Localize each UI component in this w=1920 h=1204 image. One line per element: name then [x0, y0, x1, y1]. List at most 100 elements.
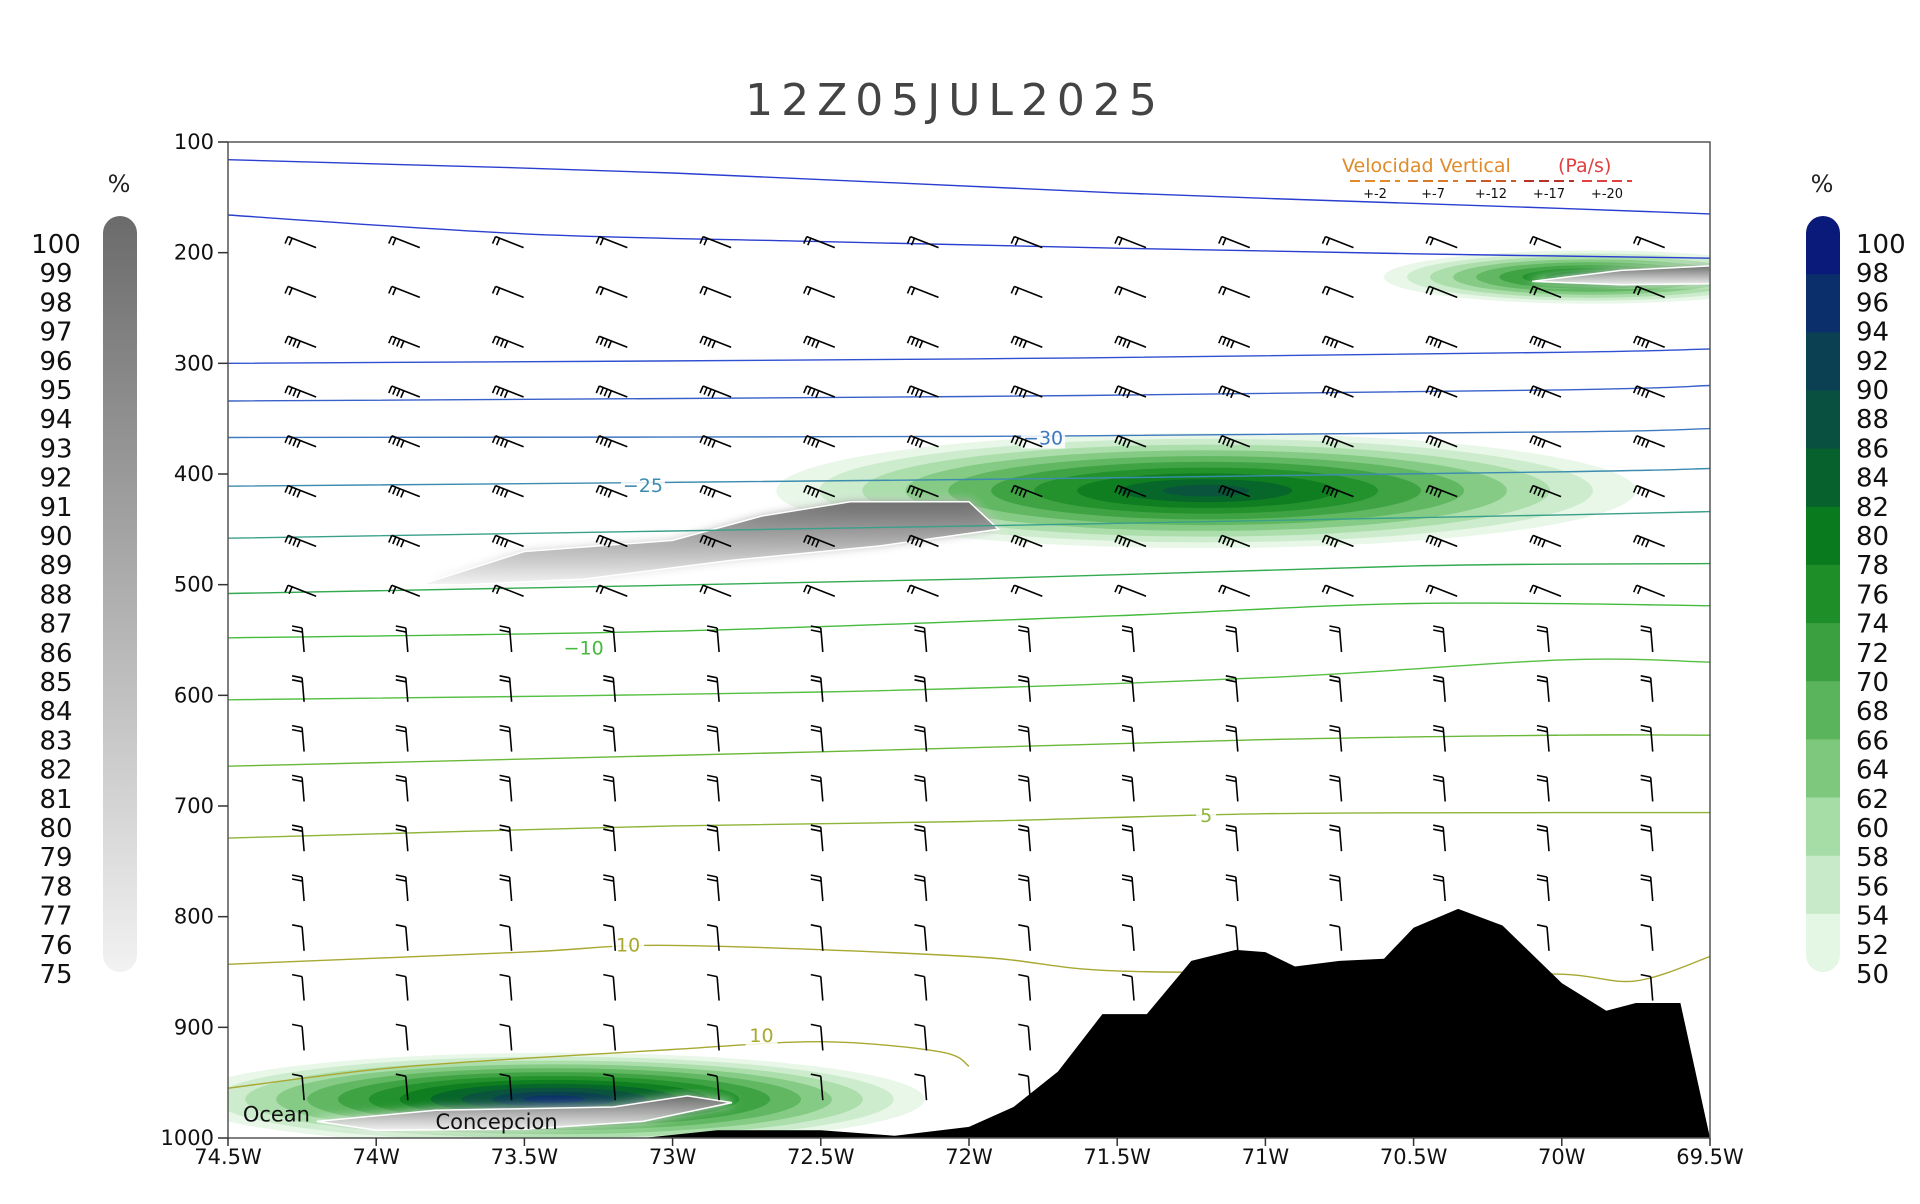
wind-barb — [499, 675, 513, 702]
barb-feather — [392, 287, 397, 296]
barb-feather — [288, 337, 293, 346]
y-tick-label: 400 — [174, 462, 214, 486]
barb-feather — [499, 874, 510, 878]
wind-barb — [1114, 534, 1147, 548]
barb-feather — [607, 490, 613, 498]
barb-staff — [301, 627, 305, 653]
barb-feather — [288, 486, 293, 495]
barb-feather — [1121, 728, 1133, 733]
barb-staff — [910, 484, 939, 498]
wind-barb — [1225, 625, 1239, 653]
barb-staff — [612, 777, 617, 802]
wind-barb — [1425, 385, 1458, 399]
wind-barb — [699, 235, 732, 249]
barb-feather — [914, 538, 920, 546]
contour-label: −10 — [564, 638, 604, 660]
barb-feather — [703, 387, 708, 395]
barb-feather — [495, 387, 501, 395]
wind-barb — [1529, 235, 1562, 249]
barb-staff — [405, 827, 409, 852]
barb-feather — [1333, 390, 1339, 399]
right-colorbar-segment — [1806, 332, 1840, 391]
x-tick-label: 72W — [945, 1145, 993, 1169]
barb-feather — [1121, 924, 1133, 928]
wind-barb — [1425, 435, 1458, 448]
barb-feather — [1014, 337, 1020, 346]
barb-staff — [301, 926, 305, 951]
barb-staff — [612, 1076, 617, 1101]
barb-feather — [711, 390, 716, 399]
barb-feather — [711, 340, 716, 349]
barb-staff — [1338, 926, 1343, 951]
barb-staff — [1338, 876, 1343, 902]
wind-barb — [388, 435, 421, 448]
barb-staff — [716, 926, 720, 951]
barb-feather — [1536, 924, 1548, 928]
wind-barb — [810, 724, 824, 752]
wind-barb — [395, 824, 409, 852]
barb-feather — [599, 437, 605, 445]
barb-staff — [287, 584, 317, 597]
barb-feather — [1433, 874, 1444, 878]
right-colorbar-segment — [1806, 564, 1840, 624]
wind-barb — [388, 235, 421, 249]
barb-staff — [1131, 627, 1135, 653]
barb-feather — [1433, 629, 1444, 633]
wind-barb — [284, 385, 317, 399]
barb-feather — [1429, 536, 1434, 545]
barb-staff — [1636, 335, 1665, 348]
wind-barb — [395, 874, 409, 902]
wind-barb — [491, 335, 524, 349]
wind-barb — [706, 924, 720, 951]
barb-feather — [291, 1023, 303, 1028]
barb-feather — [906, 236, 912, 244]
y-tick-label: 700 — [174, 794, 214, 818]
wind-barb — [906, 285, 939, 299]
barb-feather — [1222, 536, 1227, 545]
barb-feather — [599, 337, 605, 346]
barb-staff — [923, 777, 928, 802]
barb-staff — [301, 1076, 305, 1101]
barb-feather — [914, 488, 920, 497]
barb-feather — [1433, 538, 1438, 546]
barb-feather — [1022, 440, 1028, 448]
barb-feather — [1014, 437, 1020, 445]
wind-barb — [706, 774, 720, 802]
barb-feather — [1022, 390, 1028, 399]
barb-staff — [495, 285, 524, 299]
left-colorbar-label: 83 — [39, 726, 72, 756]
wind-barb — [1225, 924, 1239, 951]
wind-barb — [914, 924, 928, 951]
barb-feather — [1222, 586, 1227, 595]
wind-barb — [914, 973, 928, 1001]
wind-barb — [810, 1073, 824, 1101]
barb-feather — [1533, 536, 1538, 545]
wind-barb — [914, 874, 928, 902]
barb-feather — [1018, 1023, 1029, 1028]
barb-feather — [1537, 438, 1542, 447]
wind-barb — [810, 973, 824, 1001]
barb-staff — [923, 1026, 928, 1051]
barb-feather — [1126, 440, 1131, 448]
barb-staff — [1546, 727, 1550, 752]
barb-feather — [1226, 339, 1231, 347]
wind-barb — [1018, 874, 1032, 902]
x-tick-label: 71W — [1242, 1145, 1290, 1169]
barb-staff — [1027, 976, 1032, 1001]
barb-feather — [1640, 824, 1651, 828]
left-colorbar-label: 75 — [39, 960, 72, 990]
barb-staff — [1442, 627, 1446, 653]
barb-feather — [607, 340, 613, 349]
barb-feather — [1321, 236, 1327, 244]
wind-barb — [1321, 285, 1354, 299]
wind-barb — [906, 235, 939, 249]
barb-feather — [388, 385, 393, 394]
barb-feather — [284, 385, 289, 394]
barb-feather — [284, 286, 289, 294]
y-tick-label: 100 — [174, 130, 214, 154]
barb-staff — [1131, 926, 1135, 951]
barb-staff — [1221, 484, 1251, 498]
barb-feather — [1126, 390, 1131, 399]
legend-entry-label: +-20 — [1591, 187, 1623, 202]
wind-barb — [388, 534, 421, 548]
